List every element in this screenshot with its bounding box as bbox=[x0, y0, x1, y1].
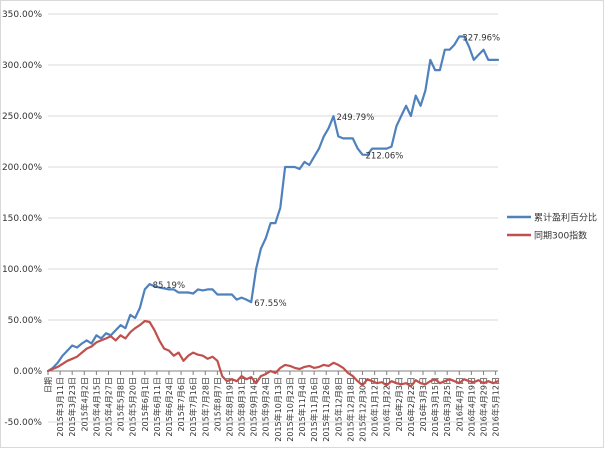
x-tick-label: 日期 bbox=[44, 377, 53, 393]
x-tick-label: 2015年8月19日 bbox=[224, 377, 234, 437]
x-tick-label: 2015年9月14日 bbox=[249, 377, 259, 437]
x-tick-label: 2015年6月11日 bbox=[152, 377, 162, 437]
data-annotations: 85.19% 67.55% 249.79% 212.06% 327.96% bbox=[153, 33, 501, 309]
x-tick-label: 2015年7月28日 bbox=[200, 377, 210, 437]
y-tick-label: 200.00% bbox=[2, 163, 42, 173]
x-tick-label: 2016年4月7日 bbox=[454, 377, 464, 432]
x-tick-label: 2015年9月24日 bbox=[261, 377, 271, 437]
x-tick-label: 2015年5月20日 bbox=[128, 377, 138, 437]
x-tick-label: 2015年7月16日 bbox=[188, 377, 198, 437]
y-tick-label: -50.00% bbox=[4, 418, 42, 428]
legend-label: 同期300指数 bbox=[534, 230, 587, 242]
series-line bbox=[46, 35, 500, 373]
y-tick-label: 350.00% bbox=[2, 10, 42, 20]
x-tick-label: 2015年8月31日 bbox=[237, 377, 247, 437]
x-tick-label: 2015年3月23日 bbox=[67, 377, 77, 437]
x-tick-label: 2015年6月1日 bbox=[140, 377, 150, 432]
data-label: 85.19% bbox=[153, 281, 185, 291]
y-axis-tick-labels: -50.00% 0.00% 50.00% 100.00% 150.00% 200.00% 2… bbox=[2, 10, 42, 428]
y-tick-label: 150.00% bbox=[2, 214, 42, 224]
x-tick-label: 2015年10月13日 bbox=[273, 377, 283, 442]
series-lines bbox=[46, 35, 500, 388]
data-label: 327.96% bbox=[462, 33, 500, 43]
data-label: 212.06% bbox=[366, 152, 404, 162]
data-label: 249.79% bbox=[336, 113, 374, 123]
x-tick-label: 2016年1月12日 bbox=[370, 377, 380, 437]
x-tick-label: 2016年2月3日 bbox=[394, 377, 404, 432]
y-tick-label: 100.00% bbox=[2, 265, 42, 275]
x-tick-label: 2015年7月6日 bbox=[176, 377, 186, 432]
gridlines bbox=[48, 13, 498, 423]
x-tick-label: 2015年11月16日 bbox=[309, 377, 319, 442]
x-tick-label: 2016年1月22日 bbox=[382, 377, 392, 437]
x-tick-label: 2016年5月12日 bbox=[491, 377, 501, 437]
x-tick-label: 2015年4月2日 bbox=[79, 377, 89, 432]
series-line bbox=[46, 319, 500, 388]
x-tick-label: 2016年3月15日 bbox=[430, 377, 440, 437]
x-tick-label: 2016年3月3日 bbox=[418, 377, 428, 432]
x-tick-label: 2015年5月8日 bbox=[116, 377, 126, 432]
x-tick-label: 2015年10月23日 bbox=[285, 377, 295, 442]
x-tick-label: 2015年12月8日 bbox=[333, 377, 343, 437]
x-tick-label: 2015年4月27日 bbox=[103, 377, 113, 437]
x-tick-label: 2015年11月4日 bbox=[297, 377, 307, 437]
legend-label: 累计盈利百分比 bbox=[534, 212, 597, 224]
x-tick-label: 2015年3月11日 bbox=[55, 377, 65, 437]
x-tick-label: 2016年4月29日 bbox=[478, 377, 488, 437]
y-tick-label: 0.00% bbox=[13, 367, 42, 377]
x-tick-label: 2015年6月24日 bbox=[164, 377, 174, 437]
x-tick-label: 2015年8月7日 bbox=[212, 377, 222, 432]
x-tick-label: 2015年12月18日 bbox=[345, 377, 355, 442]
y-tick-label: 50.00% bbox=[8, 316, 43, 326]
x-tick-label: 2016年2月22日 bbox=[406, 377, 416, 437]
x-tick-label: 2015年4月15日 bbox=[91, 377, 101, 437]
x-tick-label: 2015年11月26日 bbox=[321, 377, 331, 442]
data-label: 67.55% bbox=[254, 299, 286, 309]
x-tick-label: 2015年12月30日 bbox=[358, 377, 368, 442]
y-tick-label: 300.00% bbox=[2, 61, 42, 71]
x-tick-label: 2016年4月19日 bbox=[466, 377, 476, 437]
x-tick-label: 2016年3月25日 bbox=[442, 377, 452, 437]
y-tick-label: 250.00% bbox=[2, 112, 42, 122]
x-axis: 日期 2015年3月11日 2015年3月23日 2015年4月2日 2015年4月15… bbox=[44, 370, 501, 442]
